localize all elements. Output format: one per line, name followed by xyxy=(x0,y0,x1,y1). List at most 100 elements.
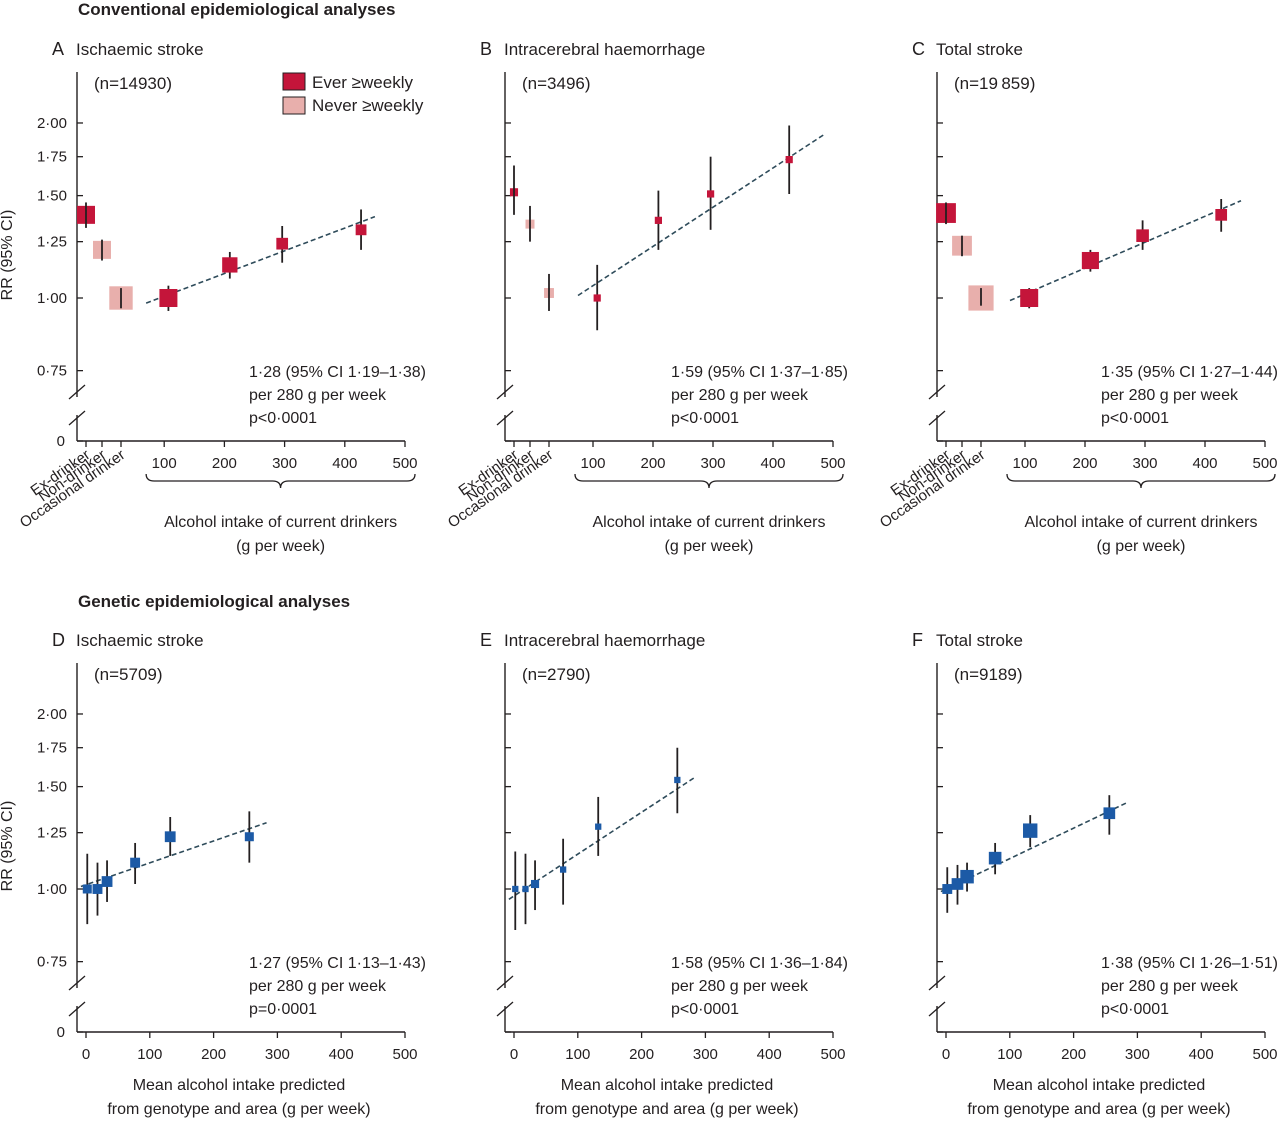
x-tick-label: 500 xyxy=(392,455,417,472)
y-tick-label: 1·25 xyxy=(37,234,67,251)
panel-title: Intracerebral haemorrhage xyxy=(504,40,705,59)
x-axis-label-line1: Mean alcohol intake predicted xyxy=(133,1077,346,1094)
axis-break-mark xyxy=(496,384,514,400)
x-brace xyxy=(1006,473,1276,489)
trend-line xyxy=(508,776,697,900)
axis-break-mark xyxy=(928,384,946,400)
annotation-line-2: per 280 g per week xyxy=(1101,978,1239,995)
x-tick-label: 0 xyxy=(82,1046,90,1063)
point-marker xyxy=(355,224,367,236)
panel-title: Total stroke xyxy=(936,40,1023,59)
y-tick-label: 1·25 xyxy=(37,825,67,842)
panel-n: (n=2790) xyxy=(522,665,591,684)
point-marker xyxy=(531,879,540,889)
legend-swatch-never xyxy=(282,96,306,115)
axis-break-mark xyxy=(496,975,514,991)
legend-label-never: Never ≥weekly xyxy=(312,96,424,115)
panel-letter: C xyxy=(912,39,925,59)
section-title-genetic: Genetic epidemiological analyses xyxy=(78,592,350,611)
point-marker xyxy=(244,832,254,842)
x-tick-label: 200 xyxy=(1061,1046,1086,1063)
y-axis-label: RR (95% CI) xyxy=(0,210,16,301)
panel-title: Ischaemic stroke xyxy=(76,40,204,59)
panel-letter: B xyxy=(480,39,492,59)
x-tick-label: 400 xyxy=(329,1046,354,1063)
point-marker xyxy=(707,190,715,198)
annotation-line-1: 1·35 (95% CI 1·27–1·44) xyxy=(1101,364,1278,381)
x-tick-label: 500 xyxy=(1252,455,1277,472)
y-axis-label: RR (95% CI) xyxy=(0,801,16,892)
point-marker xyxy=(1103,807,1116,820)
x-tick-label: 400 xyxy=(332,455,357,472)
x-tick-label: 100 xyxy=(580,455,605,472)
x-tick-label: 300 xyxy=(700,455,725,472)
x-tick-label: 300 xyxy=(1125,1046,1150,1063)
y-tick-label: 0 xyxy=(57,433,65,450)
point-marker xyxy=(101,876,113,887)
section-title-conventional: Conventional epidemiological analyses xyxy=(78,0,395,19)
point-marker xyxy=(942,884,953,894)
x-axis-label-line1: Alcohol intake of current drinkers xyxy=(1025,514,1258,531)
axis-break-mark xyxy=(68,410,86,426)
panel-letter: D xyxy=(52,630,65,650)
x-tick-label: 100 xyxy=(137,1046,162,1063)
point-marker xyxy=(654,216,662,224)
point-marker xyxy=(222,257,238,273)
x-tick-label: 400 xyxy=(1192,455,1217,472)
point-marker xyxy=(785,155,793,164)
annotation-line-2: per 280 g per week xyxy=(671,978,809,995)
x-tick-label: 100 xyxy=(565,1046,590,1063)
point-marker xyxy=(1215,209,1228,221)
y-tick-label: 0·75 xyxy=(37,954,67,971)
point-marker xyxy=(988,851,1002,865)
axis-break-mark xyxy=(928,1001,946,1017)
x-tick-label: 400 xyxy=(1189,1046,1214,1063)
y-tick-label: 1·50 xyxy=(37,188,67,205)
y-tick-label: 1·75 xyxy=(37,740,67,757)
annotation-line-2: per 280 g per week xyxy=(671,387,809,404)
point-marker xyxy=(674,776,681,784)
point-marker xyxy=(130,857,141,868)
point-marker xyxy=(276,237,289,250)
panel-d: D Ischaemic stroke (n=5709) 2·00 1·75 1·50 1·2… xyxy=(0,630,426,1118)
x-tick-label: 400 xyxy=(760,455,785,472)
x-tick-label: 300 xyxy=(693,1046,718,1063)
x-tick-label: 200 xyxy=(640,455,665,472)
annotation-line-3: p<0·0001 xyxy=(671,410,739,427)
panel-title: Total stroke xyxy=(936,631,1023,650)
y-tick-label: 2·00 xyxy=(37,115,67,132)
x-tick-label: 100 xyxy=(1012,455,1037,472)
x-tick-label: 300 xyxy=(1132,455,1157,472)
y-tick-label: 1·00 xyxy=(37,290,67,307)
point-marker xyxy=(1081,251,1099,270)
point-marker xyxy=(92,884,103,894)
axis-break-mark xyxy=(928,975,946,991)
x-tick-label: 100 xyxy=(997,1046,1022,1063)
point-marker xyxy=(960,869,974,884)
legend-label-ever: Ever ≥weekly xyxy=(312,73,413,92)
y-tick-label: 1·50 xyxy=(37,779,67,796)
annotation-line-3: p<0·0001 xyxy=(1101,1001,1169,1018)
legend-swatch-ever xyxy=(282,72,306,91)
y-tick-label: 0 xyxy=(57,1024,65,1041)
x-axis-label-line2: (g per week) xyxy=(236,538,325,555)
point-marker xyxy=(951,878,964,890)
x-axis-label-line1: Alcohol intake of current drinkers xyxy=(164,514,397,531)
x-tick-label: 100 xyxy=(152,455,177,472)
x-axis-label-line2: from genotype and area (g per week) xyxy=(535,1101,798,1118)
x-tick-label: 0 xyxy=(510,1046,518,1063)
trend-line xyxy=(1009,199,1242,302)
annotation-line-3: p<0·0001 xyxy=(249,410,317,427)
x-tick-label: 300 xyxy=(272,455,297,472)
x-axis-label-line2: from genotype and area (g per week) xyxy=(107,1101,370,1118)
y-tick-label: 2·00 xyxy=(37,706,67,723)
panel-a: A Ischaemic stroke (n=14930) 2·00 1·75 1·50 1·… xyxy=(0,39,426,555)
x-axis-label-line2: (g per week) xyxy=(1097,538,1186,555)
point-marker xyxy=(159,289,178,307)
annotation-line-3: p=0·0001 xyxy=(249,1001,317,1018)
x-axis-label-line1: Mean alcohol intake predicted xyxy=(993,1077,1206,1094)
x-axis-label-line1: Alcohol intake of current drinkers xyxy=(593,514,826,531)
axis-break-mark xyxy=(928,410,946,426)
x-tick-label: 200 xyxy=(629,1046,654,1063)
